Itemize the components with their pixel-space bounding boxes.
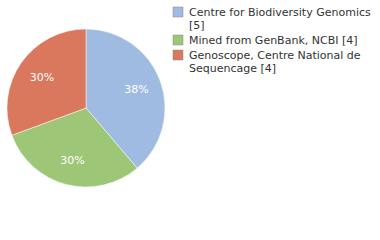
legend-label: Centre for Biodiversity Genomics[5] xyxy=(189,6,371,32)
pie xyxy=(7,29,165,187)
data-label: 30% xyxy=(30,71,54,84)
data-labels: 38% 30% 30% xyxy=(30,71,149,167)
chart: 38% 30% 30% Centre for Biodiversity Genomic… xyxy=(0,0,380,240)
legend-label: Mined from GenBank, NCBI [4] xyxy=(189,34,358,47)
legend-label: Genoscope, Centre National deSequencage … xyxy=(189,49,361,75)
slice xyxy=(7,29,86,135)
legend: Centre for Biodiversity Genomics[5] Mined… xyxy=(173,6,371,75)
legend-swatch xyxy=(173,7,183,17)
legend-swatch xyxy=(173,50,183,60)
data-label: 38% xyxy=(124,83,148,96)
data-label: 30% xyxy=(60,154,84,167)
legend-swatch xyxy=(173,35,183,45)
